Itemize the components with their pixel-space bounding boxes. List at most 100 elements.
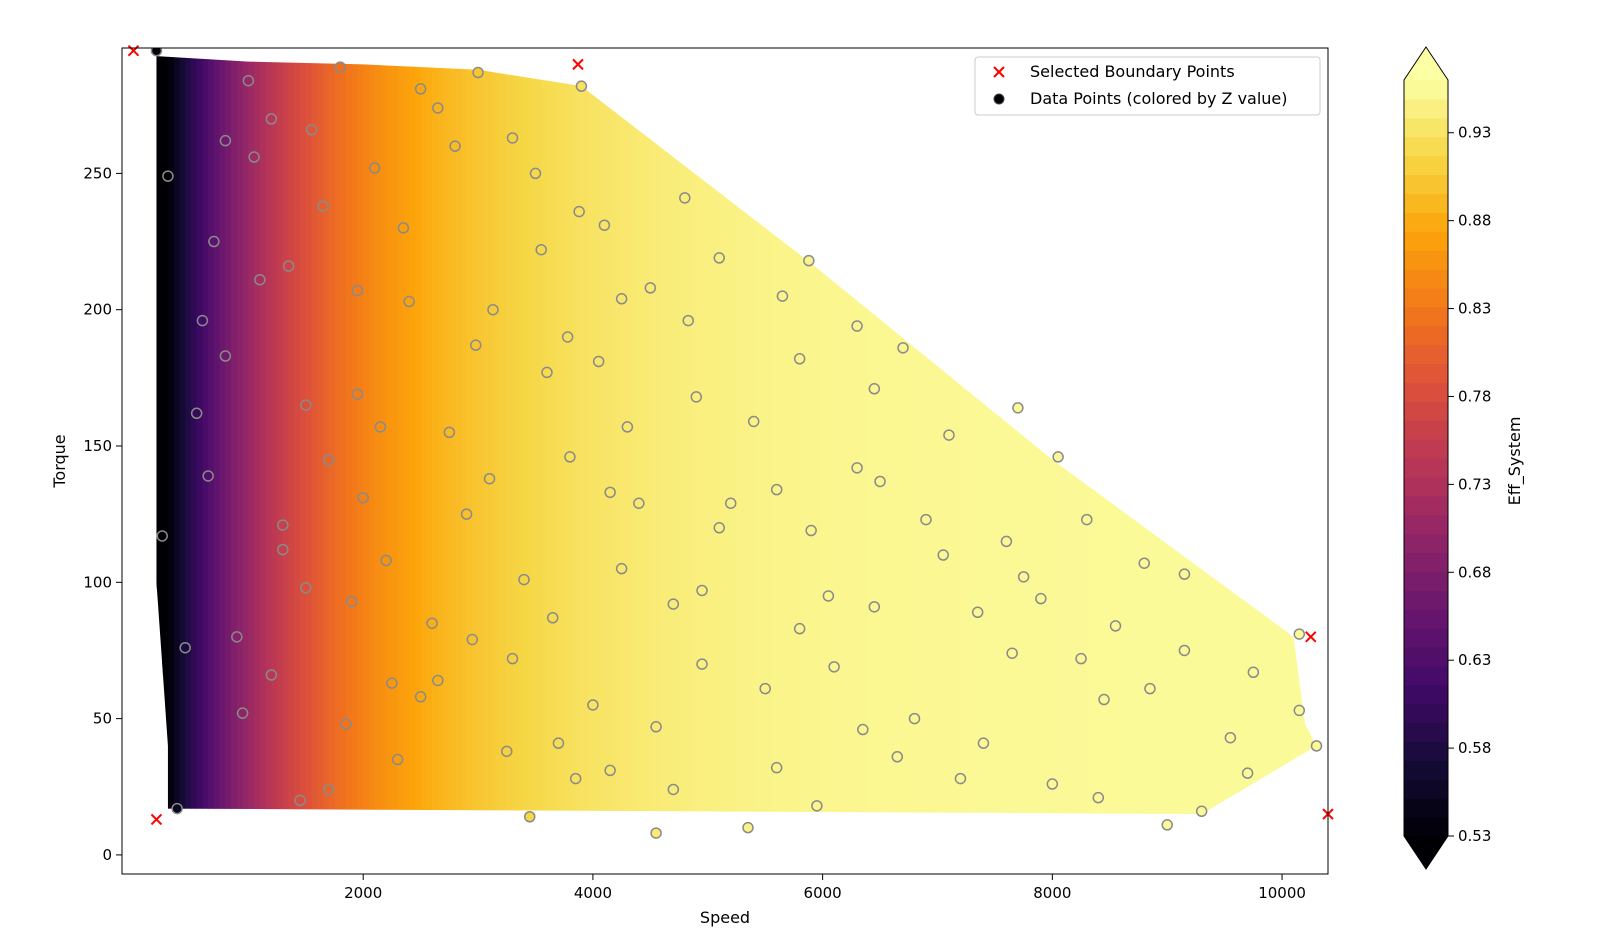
colorbar-band (1404, 80, 1448, 100)
contour-band (1282, 56, 1289, 815)
contour-band (1109, 56, 1117, 815)
data-point (443, 426, 456, 439)
colorbar-label: Eff_System (1505, 417, 1525, 506)
data-point (1081, 513, 1093, 526)
contour-band (627, 56, 634, 815)
contour-band (776, 56, 784, 815)
colorbar-band (1404, 136, 1448, 157)
data-point (667, 783, 680, 796)
contour-band (713, 56, 720, 815)
data-point (598, 219, 611, 231)
contour-band (816, 56, 824, 815)
contour-band (782, 56, 789, 815)
data-point (1098, 693, 1110, 706)
contour-band (1075, 56, 1082, 815)
contour-band (489, 56, 496, 815)
data-point (470, 339, 482, 351)
contour-band (1293, 56, 1300, 815)
contour-band (696, 56, 703, 815)
contour-band (277, 56, 284, 815)
x-axis: 2000 4000 6000 8000 10000 (344, 874, 1306, 902)
colorbar-band (1404, 174, 1448, 194)
contour-band (1029, 56, 1036, 815)
data-point (1224, 731, 1237, 744)
data-point (682, 314, 694, 327)
contour-band (386, 56, 393, 815)
contour-band (845, 56, 852, 815)
contour-band (242, 56, 249, 815)
contour-band (983, 56, 990, 815)
contour-band (265, 56, 272, 815)
contour-band (1023, 56, 1030, 815)
data-point (535, 243, 547, 256)
contour-band (483, 56, 491, 815)
data-point (340, 718, 352, 730)
contour-band (1115, 56, 1122, 815)
contour-band (839, 56, 847, 815)
contour-band (460, 56, 468, 815)
x-tick-label: 10000 (1258, 884, 1306, 902)
data-point (179, 641, 191, 654)
colorbar-extend-min (1404, 836, 1448, 869)
data-point (171, 802, 183, 815)
contour-band (380, 56, 387, 815)
y-tick-label: 100 (83, 573, 112, 591)
contour-band (971, 56, 979, 815)
contour-band (391, 56, 399, 815)
contour-band (920, 56, 927, 815)
data-point (1310, 740, 1323, 752)
contour-band (472, 56, 479, 815)
contour-band (231, 56, 238, 815)
data-point (397, 222, 410, 234)
data-point (386, 677, 398, 689)
x-axis-label: Speed (700, 908, 750, 927)
contour-band (1241, 56, 1249, 815)
contour-bands (156, 56, 1317, 815)
data-point (1138, 557, 1150, 569)
contour-band (173, 56, 181, 815)
data-point (1241, 767, 1254, 779)
boundary-point (150, 813, 163, 826)
contour-band (535, 56, 542, 815)
y-tick-label: 250 (83, 164, 112, 182)
colorbar-tick-label: 0.78 (1458, 387, 1491, 405)
contour-band (219, 56, 226, 815)
data-point (1006, 647, 1018, 659)
contour-band (558, 56, 565, 815)
data-point (1144, 682, 1156, 695)
contour-band (615, 56, 623, 815)
contour-band (518, 56, 525, 815)
colorbar-band (1404, 798, 1448, 818)
data-point (908, 712, 921, 725)
contour-band (328, 56, 336, 815)
contour-band (679, 56, 686, 815)
contour-band (1190, 56, 1197, 815)
colorbar-band (1404, 533, 1448, 554)
data-point (851, 462, 863, 474)
contour-band (1201, 56, 1208, 815)
legend-label-boundary: Selected Boundary Points (1030, 62, 1235, 81)
data-point (391, 753, 404, 766)
contour-band (989, 56, 996, 815)
data-point (828, 661, 840, 673)
data-point (368, 162, 381, 174)
contour-band (1167, 56, 1174, 815)
colorbar-tick-label: 0.88 (1458, 212, 1491, 230)
contour-band (1287, 56, 1295, 815)
contour-band (725, 56, 732, 815)
contour-band (288, 56, 295, 815)
data-point (254, 273, 266, 286)
contour-band (1127, 56, 1134, 815)
contour-band (885, 56, 893, 815)
contour-band (409, 56, 416, 815)
contour-band (862, 56, 870, 815)
colorbar-band (1404, 552, 1448, 572)
colorbar-band (1404, 684, 1448, 705)
data-point (1000, 535, 1013, 548)
data-point (546, 611, 559, 624)
contour-band (282, 56, 290, 815)
data-point (265, 669, 278, 681)
contour-band (374, 56, 382, 815)
contour-band (323, 56, 330, 815)
contour-band (621, 56, 628, 815)
